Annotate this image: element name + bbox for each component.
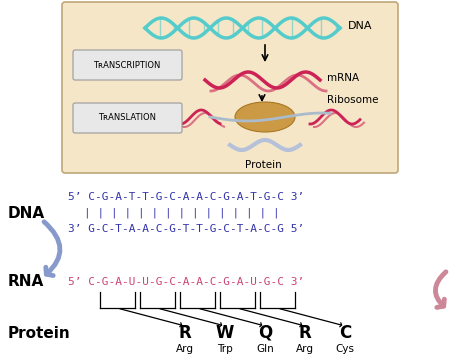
Text: 5’ C-G-A-T-T-G-C-A-A-C-G-A-T-G-C 3’: 5’ C-G-A-T-T-G-C-A-A-C-G-A-T-G-C 3’: [68, 192, 304, 202]
Ellipse shape: [235, 102, 295, 132]
Text: Arg: Arg: [296, 344, 314, 354]
Text: TʀANSLATION: TʀANSLATION: [98, 113, 156, 122]
FancyBboxPatch shape: [62, 2, 398, 173]
Text: Arg: Arg: [176, 344, 194, 354]
Text: Q: Q: [258, 324, 272, 342]
Text: Trp: Trp: [217, 344, 233, 354]
Text: DNA: DNA: [8, 205, 45, 220]
Text: Gln: Gln: [256, 344, 274, 354]
Text: RNA: RNA: [8, 275, 44, 289]
Text: TʀANSCRIPTION: TʀANSCRIPTION: [93, 61, 161, 70]
Text: Protein: Protein: [245, 160, 281, 170]
Text: C: C: [339, 324, 351, 342]
Text: Ribosome: Ribosome: [327, 95, 378, 105]
Text: R: R: [298, 324, 311, 342]
Text: | | | | | | | | | | | | | | |: | | | | | | | | | | | | | | |: [84, 208, 280, 218]
Text: Cys: Cys: [335, 344, 354, 354]
Text: DNA: DNA: [348, 21, 373, 31]
Text: Protein: Protein: [8, 326, 71, 340]
Text: W: W: [216, 324, 234, 342]
FancyBboxPatch shape: [73, 50, 182, 80]
Text: 3’ G-C-T-A-A-C-G-T-T-G-C-T-A-C-G 5’: 3’ G-C-T-A-A-C-G-T-T-G-C-T-A-C-G 5’: [68, 224, 304, 234]
Text: R: R: [179, 324, 192, 342]
Text: 5’ C-G-A-U-U-G-C-A-A-C-G-A-U-G-C 3’: 5’ C-G-A-U-U-G-C-A-A-C-G-A-U-G-C 3’: [68, 277, 304, 287]
Text: mRNA: mRNA: [327, 73, 359, 83]
FancyBboxPatch shape: [73, 103, 182, 133]
